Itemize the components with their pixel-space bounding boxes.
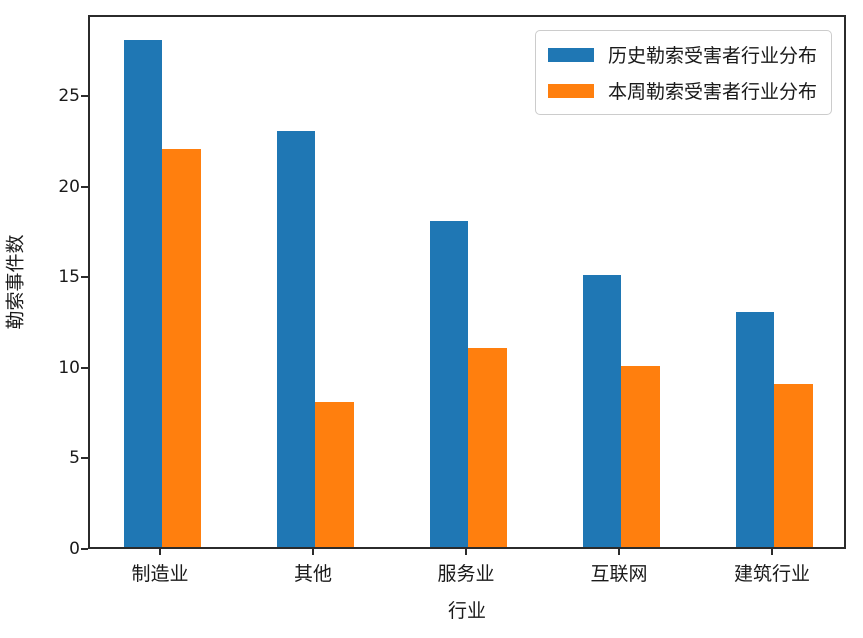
bar-series1-4 xyxy=(735,311,774,547)
y-tick-mark xyxy=(81,457,88,460)
y-axis-label: 勒索事件数 xyxy=(4,234,27,330)
y-tick-mark xyxy=(81,185,88,188)
plot-area: 历史勒索受害者行业分布 本周勒索受害者行业分布 xyxy=(88,15,846,549)
x-tick-mark xyxy=(159,549,161,555)
x-tick-mark xyxy=(465,549,467,555)
bar-series2-4 xyxy=(774,384,813,547)
x-axis-label: 行业 xyxy=(447,600,487,622)
bar-series1-3 xyxy=(582,275,621,547)
bar-series1-2 xyxy=(429,221,468,547)
legend-entry-1: 本周勒索受害者行业分布 xyxy=(547,77,817,104)
y-tick-label: 10 xyxy=(58,357,80,378)
x-tick-mark xyxy=(312,549,314,555)
bar-series1-0 xyxy=(123,40,162,547)
x-tick-label-0: 制造业 xyxy=(131,563,189,585)
x-tick-label-3: 互联网 xyxy=(590,563,648,585)
y-tick-label: 5 xyxy=(69,448,80,469)
x-tick-mark xyxy=(771,549,773,555)
legend-swatch-icon xyxy=(547,83,594,98)
x-tick-label-2: 服务业 xyxy=(437,563,495,585)
legend-label: 历史勒索受害者行业分布 xyxy=(607,45,817,67)
y-tick-label: 15 xyxy=(58,267,80,288)
legend: 历史勒索受害者行业分布 本周勒索受害者行业分布 xyxy=(534,30,832,115)
y-tick-mark xyxy=(81,366,88,369)
y-tick-mark xyxy=(81,548,88,550)
bar-series1-1 xyxy=(276,130,315,547)
bar-series2-2 xyxy=(468,347,507,547)
legend-swatch-icon xyxy=(547,47,594,62)
y-tick-mark xyxy=(81,276,88,279)
legend-label: 本周勒索受害者行业分布 xyxy=(607,81,817,103)
y-tick-label: 25 xyxy=(58,86,80,107)
x-tick-label-1: 其他 xyxy=(293,563,333,585)
x-tick-label-4: 建筑行业 xyxy=(733,563,811,585)
bar-series2-1 xyxy=(315,402,354,547)
bar-series2-3 xyxy=(621,365,660,547)
bar-series2-0 xyxy=(162,148,201,547)
y-tick-mark xyxy=(81,95,88,98)
y-tick-label: 20 xyxy=(58,176,80,197)
x-tick-mark xyxy=(618,549,620,555)
y-tick-label: 0 xyxy=(69,539,80,559)
legend-entry-0: 历史勒索受害者行业分布 xyxy=(547,41,817,68)
